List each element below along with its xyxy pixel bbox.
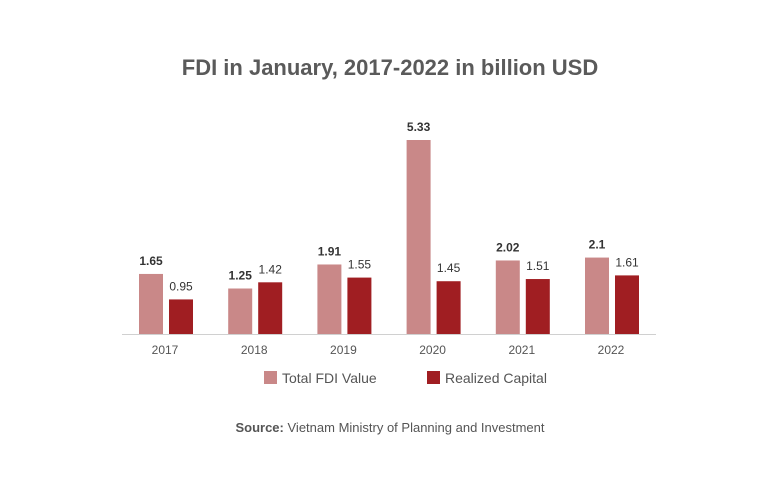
source-text: Vietnam Ministry of Planning and Investm…: [287, 420, 545, 435]
bar-realized-capital-2020: [436, 281, 461, 334]
source-label: Source:: [235, 420, 284, 435]
data-label: 1.61: [615, 255, 639, 269]
legend-label: Realized Capital: [445, 370, 547, 386]
bar-total-fdi-2017: [139, 273, 163, 334]
data-label: 1.42: [259, 262, 283, 276]
data-label: 1.91: [318, 244, 342, 258]
bar-total-fdi-2019: [317, 264, 342, 334]
legend-swatch: [427, 371, 440, 384]
bar-total-fdi-2020: [406, 140, 431, 334]
bar-total-fdi-2021: [495, 260, 520, 334]
legend-label: Total FDI Value: [282, 370, 377, 386]
source-note: Source: Vietnam Ministry of Planning and…: [0, 420, 780, 435]
x-tick-label: 2018: [241, 343, 268, 357]
chart-title: FDI in January, 2017-2022 in billion USD: [181, 55, 599, 80]
x-tick-label: 2019: [330, 343, 357, 357]
bar-realized-capital-2022: [615, 275, 639, 334]
data-label: 2.1: [589, 238, 606, 252]
data-label: 1.45: [437, 261, 461, 275]
legend-swatch: [264, 371, 277, 384]
x-tick-label: 2020: [419, 343, 446, 357]
bar-realized-capital-2017: [169, 299, 193, 334]
x-tick-label: 2021: [508, 343, 535, 357]
data-label: 1.25: [229, 269, 253, 283]
bar-realized-capital-2019: [347, 277, 372, 334]
data-label: 1.55: [348, 258, 372, 272]
data-label: 5.33: [407, 120, 431, 134]
x-tick-label: 2017: [152, 343, 179, 357]
bar-realized-capital-2021: [525, 279, 550, 334]
x-tick-label: 2022: [598, 343, 625, 357]
bar-total-fdi-2022: [585, 257, 609, 334]
data-label: 1.65: [139, 254, 163, 268]
data-label: 0.95: [169, 279, 193, 293]
data-label: 1.51: [526, 259, 550, 273]
data-label: 2.02: [496, 240, 520, 254]
bar-realized-capital-2018: [258, 282, 283, 334]
bar-total-fdi-2018: [228, 288, 253, 334]
